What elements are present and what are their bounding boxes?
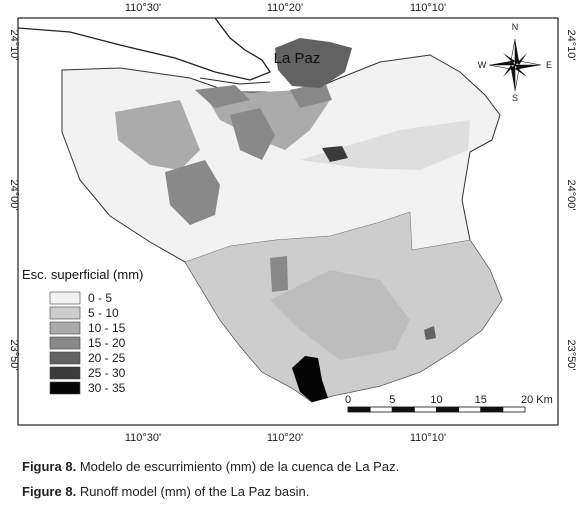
scale-label: 5 <box>389 394 395 406</box>
scale-label: 15 <box>475 394 487 406</box>
top-tick-label: 110°20' <box>267 2 303 14</box>
left-tick-label: 24°10' <box>8 30 20 61</box>
map: La Paz N S E W Esc. superficial (mm) 110… <box>8 2 577 444</box>
scale-label: 20 Km <box>521 394 553 406</box>
left-tick-label: 23°50' <box>8 340 20 371</box>
compass-s: S <box>512 93 518 103</box>
city-area <box>275 38 352 88</box>
top-tick-label: 110°30' <box>125 2 161 14</box>
scale-segment <box>391 406 415 413</box>
scale-label: 0 <box>345 394 351 406</box>
coastline <box>199 77 271 85</box>
coastline <box>17 17 271 81</box>
caption: Figura 8. Modelo de escurrimiento (mm) d… <box>22 459 399 474</box>
scale-segment <box>502 406 526 413</box>
top-tick-label: 110°10' <box>410 2 446 14</box>
caption-label: Figura 8. <box>22 459 77 474</box>
zone <box>230 108 275 160</box>
legend-label: 25 - 30 <box>88 366 126 380</box>
legend-label: 10 - 15 <box>88 321 126 335</box>
zone <box>322 146 348 162</box>
bottom-tick-label: 110°20' <box>267 432 303 444</box>
zone <box>424 326 436 340</box>
compass <box>488 38 542 92</box>
scale-segment <box>480 406 504 413</box>
legend-label: 15 - 20 <box>88 336 126 350</box>
scale-segment <box>369 406 393 413</box>
legend-label: 30 - 35 <box>88 381 126 395</box>
scale-segment <box>413 406 437 413</box>
zone <box>115 100 200 170</box>
zone <box>270 270 410 360</box>
legend-swatch <box>49 366 81 380</box>
bottom-tick-label: 110°10' <box>410 432 446 444</box>
legend-swatch <box>49 336 81 350</box>
zone <box>292 356 328 402</box>
right-tick-label: 24°10' <box>565 30 577 61</box>
right-tick-label: 23°50' <box>565 340 577 371</box>
legend-label: 20 - 25 <box>88 351 126 365</box>
left-tick-label: 24°00' <box>8 180 20 211</box>
scale-segment <box>436 406 460 413</box>
scale-label: 10 <box>430 394 442 406</box>
caption-text: Modelo de escurrimiento (mm) de la cuenc… <box>79 459 400 474</box>
legend-swatch <box>49 291 81 305</box>
right-tick-label: 24°00' <box>565 180 577 211</box>
zone <box>165 160 220 225</box>
legend-label: 0 - 5 <box>88 291 112 305</box>
legend-swatch <box>49 351 81 365</box>
bottom-tick-label: 110°30' <box>125 432 161 444</box>
caption-label: Figure 8. <box>22 484 77 499</box>
scale-segment <box>347 406 371 413</box>
place-label: La Paz <box>274 50 321 67</box>
legend-label: 5 - 10 <box>88 306 119 320</box>
legend-swatch <box>49 321 81 335</box>
scale-segment <box>458 406 482 413</box>
caption-text: Runoff model (mm) of the La Paz basin. <box>79 484 310 499</box>
compass-e: E <box>546 60 552 70</box>
compass-w: W <box>478 60 487 70</box>
compass-n: N <box>512 22 519 32</box>
zone <box>290 82 332 108</box>
zone <box>270 256 288 292</box>
legend-title: Esc. superficial (mm) <box>22 267 143 282</box>
zone <box>195 85 250 108</box>
caption: Figure 8. Runoff model (mm) of the La Pa… <box>22 484 309 499</box>
legend-swatch <box>49 306 81 320</box>
legend-swatch <box>49 381 81 395</box>
